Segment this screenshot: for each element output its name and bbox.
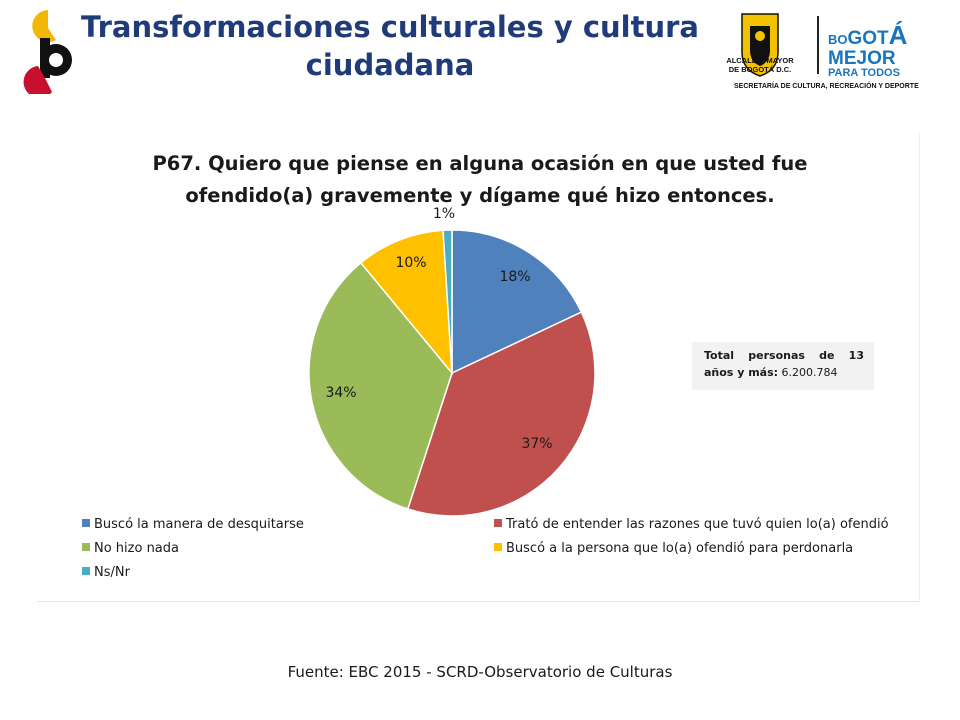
total-annotation-line2: años y más: 6.200.784 [704, 364, 864, 381]
total-annotation: Total personas de 13 años y más: 6.200.7… [692, 342, 874, 390]
pie-slice-4 [442, 229, 453, 374]
legend-swatch-2 [82, 543, 90, 551]
legend-label-2: No hizo nada [94, 541, 179, 556]
legend-swatch-0 [82, 519, 90, 527]
total-annotation-label: años y más: [704, 366, 779, 379]
total-annotation-value: 6.200.784 [781, 366, 838, 379]
legend-swatch-4 [82, 567, 90, 575]
page-title-line2: ciudadana [305, 48, 475, 82]
pie-slice-1 [406, 311, 596, 517]
pie-slice-0 [451, 229, 583, 375]
pie-label-4: 1% [433, 206, 455, 222]
legend-item-1: Trató de entender las razones que tuvó q… [494, 516, 889, 534]
legend-label-4: Ns/Nr [94, 565, 130, 580]
chart-title-line1: P67. Quiero que piense en alguna ocasión… [152, 152, 808, 175]
bogota-top-text: BOGOTÁ [828, 20, 908, 50]
pie-label-1: 37% [521, 436, 552, 452]
chart-title-line2: ofendido(a) gravemente y dígame qué hizo… [185, 184, 775, 207]
source-note: Fuente: EBC 2015 - SCRD-Observatorio de … [287, 663, 673, 681]
pie-slice-3 [359, 229, 453, 376]
chart-area [37, 133, 920, 602]
alcaldia-line1: ALCALDÍA MAYOR [726, 56, 794, 65]
bogota-mejor-text: MEJOR [828, 48, 896, 69]
chart-title: P67. Quiero que piense en alguna ocasión… [0, 148, 960, 212]
page-title-line1: Transformaciones culturales y cultura [80, 10, 699, 44]
culture-logo-icon [23, 10, 72, 94]
legend-item-3: Buscó a la persona que lo(a) ofendió par… [494, 540, 853, 558]
legend-label-0: Buscó la manera de desquitarse [94, 517, 304, 532]
pie-label-0: 18% [499, 269, 530, 285]
coat-of-arms-icon [741, 13, 779, 77]
pie-label-3: 10% [395, 255, 426, 271]
legend-item-2: No hizo nada [82, 540, 179, 558]
bogota-para-text: PARA TODOS [828, 67, 900, 79]
legend-swatch-3 [494, 543, 502, 551]
page-title: Transformaciones culturales y cultura ci… [60, 8, 720, 84]
legend-item-4: Ns/Nr [82, 564, 130, 582]
legend-swatch-1 [494, 519, 502, 527]
pie-label-2: 34% [325, 385, 356, 401]
secretaria-text: SECRETARÍA DE CULTURA, RECREACIÓN Y DEPO… [734, 81, 919, 90]
legend-label-1: Trató de entender las razones que tuvó q… [506, 517, 889, 532]
pie-slice-2 [308, 261, 453, 510]
alcaldia-line2: DE BOGOTÁ D.C. [729, 65, 792, 74]
bogota-logo-icon: ALCALDÍA MAYOR DE BOGOTÁ D.C. BOGOTÁ MEJ… [726, 13, 919, 90]
total-annotation-line1: Total personas de 13 [704, 349, 864, 362]
legend-label-3: Buscó a la persona que lo(a) ofendió par… [506, 541, 854, 556]
legend-item-0: Buscó la manera de desquitarse [82, 516, 304, 534]
